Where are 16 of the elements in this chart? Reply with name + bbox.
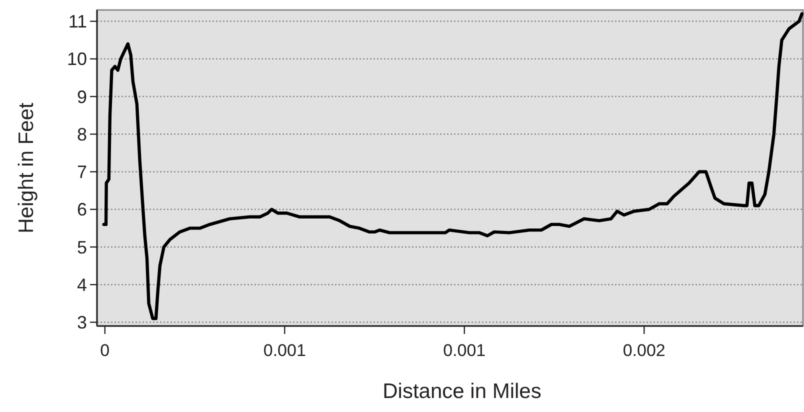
x-axis-title: Distance in Miles — [382, 380, 542, 403]
y-tick-label: 8 — [76, 124, 87, 144]
line-series — [102, 12, 804, 320]
x-tick-label: 0.002 — [622, 341, 666, 360]
y-axis-title: Height in Feet — [15, 102, 38, 234]
x-tick-label: 0.001 — [443, 341, 486, 360]
x-tick-label: 0 — [100, 341, 110, 360]
y-tick-label: 11 — [68, 12, 87, 32]
y-tick-label: 10 — [66, 49, 87, 70]
y-tick-label: 4 — [76, 274, 87, 295]
y-tick-label: 9 — [76, 86, 87, 107]
y-tick-label: 3 — [76, 312, 87, 333]
y-tick-label: 7 — [76, 162, 87, 182]
x-tick-label: 0.001 — [263, 341, 306, 360]
y-tick-label: 6 — [76, 200, 87, 220]
y-tick-label: 5 — [76, 237, 87, 258]
